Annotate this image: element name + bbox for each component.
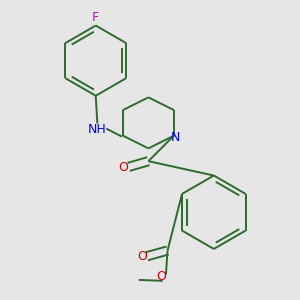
Text: O: O: [137, 250, 147, 263]
Text: NH: NH: [88, 123, 107, 136]
Text: F: F: [92, 11, 99, 24]
Text: O: O: [156, 270, 166, 283]
Text: N: N: [171, 131, 180, 144]
Text: O: O: [118, 161, 128, 174]
